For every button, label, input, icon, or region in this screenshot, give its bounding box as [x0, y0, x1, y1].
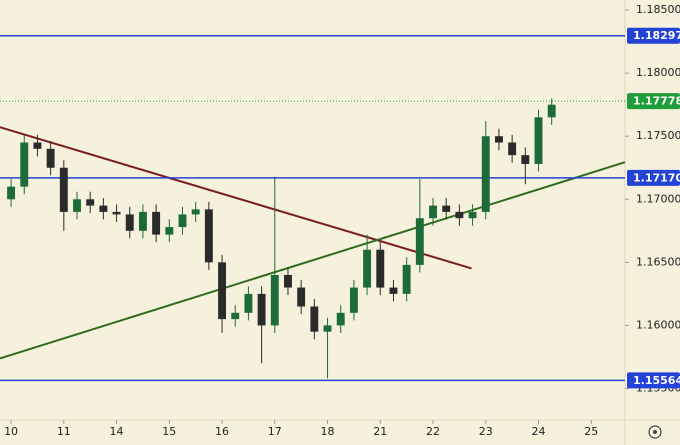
trend-line [0, 126, 472, 270]
candle-body [125, 214, 134, 231]
x-tick-label: 25 [584, 425, 598, 438]
price-label-box [627, 93, 680, 110]
candle-body [310, 306, 319, 332]
candle-body [178, 214, 187, 228]
price-label-box [627, 169, 680, 186]
candle-body [152, 211, 161, 235]
candle-body [46, 148, 55, 168]
candle-body [323, 325, 332, 332]
y-tick-label: 1.16500 [636, 255, 680, 268]
candle-body [7, 186, 16, 200]
candle-body [165, 227, 174, 235]
settings-icon[interactable] [653, 430, 657, 434]
x-tick-label: 21 [373, 425, 387, 438]
price-label: 1.18297 [633, 29, 680, 42]
x-tick-label: 11 [57, 425, 71, 438]
candle-body [494, 136, 503, 143]
candle-body [376, 249, 385, 288]
y-tick-label: 1.18500 [636, 3, 680, 16]
candle-body [297, 287, 306, 307]
x-tick-label: 17 [268, 425, 282, 438]
candle-body [429, 205, 437, 219]
candle-body [244, 293, 253, 313]
y-tick-label: 1.18000 [636, 66, 680, 79]
y-tick-label: 1.17000 [636, 192, 680, 205]
y-tick-label: 1.17500 [636, 129, 680, 142]
trend-line [0, 161, 626, 360]
candle-body [191, 209, 200, 215]
x-tick-label: 10 [4, 425, 18, 438]
plot-area [0, 34, 626, 382]
x-tick-label: 16 [215, 425, 229, 438]
price-label: 1.15564 [633, 374, 680, 387]
candle-body [415, 218, 424, 265]
candle-body [442, 205, 451, 212]
candle-body [204, 209, 213, 263]
candle-body [547, 104, 556, 118]
candle-body [33, 142, 42, 149]
settings-icon[interactable] [648, 425, 662, 439]
candle-body [363, 249, 372, 288]
x-tick-label: 15 [162, 425, 176, 438]
candle-body [508, 142, 517, 156]
candle-body [231, 312, 240, 320]
price-label: 1.17778 [633, 95, 680, 108]
price-label-box [627, 372, 680, 389]
price-label: 1.17170 [633, 171, 680, 184]
candle-body [138, 211, 147, 231]
candle-body [455, 211, 464, 219]
candle-body [99, 205, 108, 212]
candle-body [284, 274, 292, 288]
candle-body [270, 274, 279, 326]
candle-body [349, 287, 358, 313]
candle-body [218, 262, 227, 320]
candle-body [521, 155, 530, 164]
settings-icon[interactable] [648, 425, 662, 439]
candle-body [59, 167, 68, 212]
candle-body [86, 199, 95, 206]
x-tick-label: 18 [321, 425, 335, 438]
candle-body [468, 211, 477, 219]
x-tick-label: 14 [110, 425, 124, 438]
y-tick-label: 1.16000 [636, 318, 680, 331]
candle-body [534, 117, 543, 164]
candle-body [20, 142, 29, 187]
candle-body [389, 287, 398, 294]
candle-body [481, 136, 490, 212]
candle-body [336, 312, 345, 326]
x-tick-label: 23 [479, 425, 493, 438]
candle-body [402, 264, 411, 294]
candle-body [73, 199, 81, 212]
candle-body [112, 211, 121, 215]
x-tick-label: 22 [426, 425, 440, 438]
x-tick-label: 24 [532, 425, 546, 438]
price-label-box [627, 27, 680, 44]
candle-body [257, 293, 266, 326]
